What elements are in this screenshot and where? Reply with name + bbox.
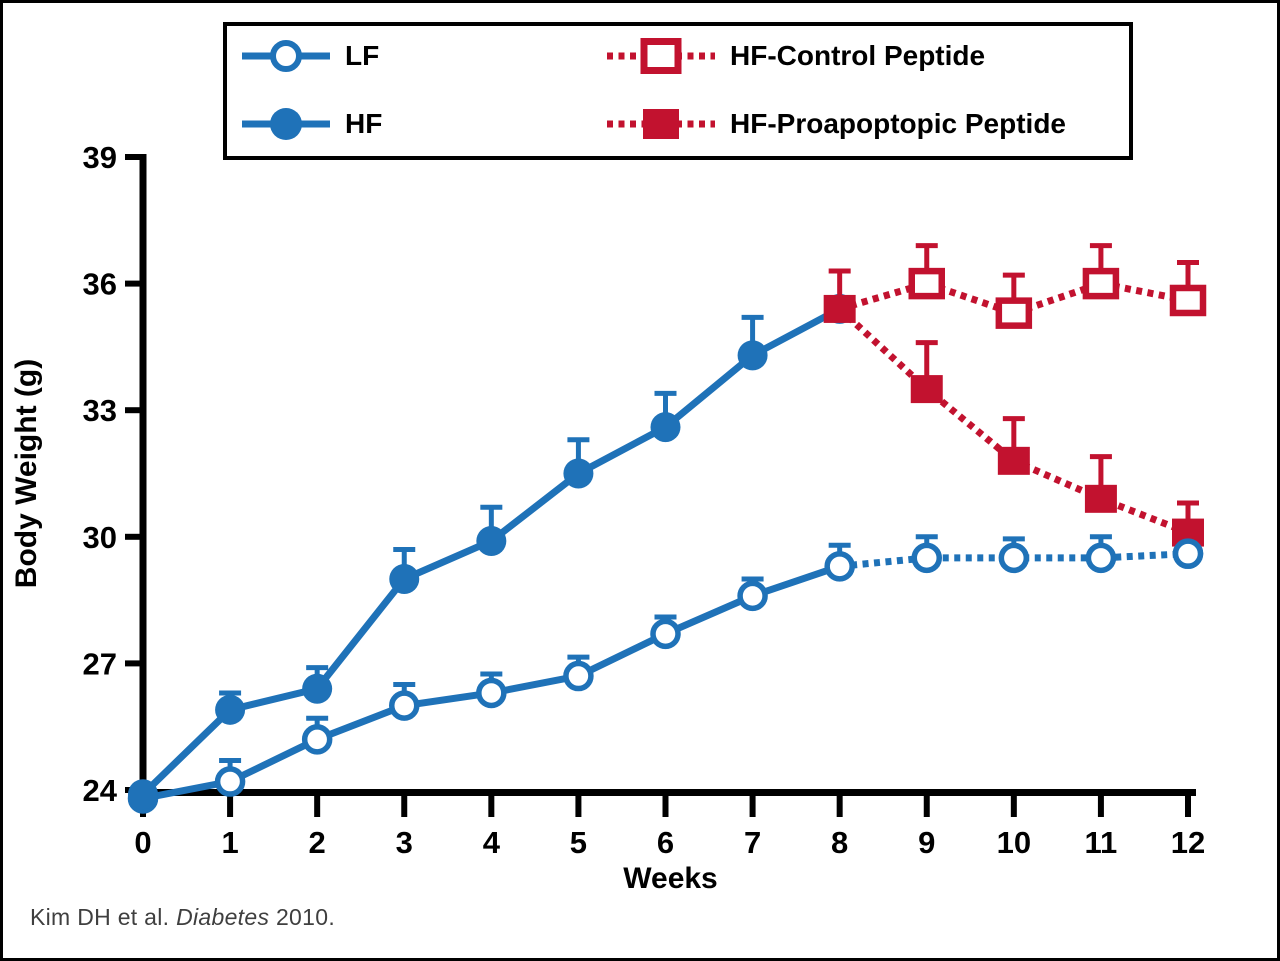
legend-item-hf-proapoptopic-peptide: HF-Proapoptopic Peptide <box>605 102 1066 146</box>
marker-circle-open <box>563 660 594 692</box>
legend-marker-circle-open <box>270 40 302 72</box>
x-tick-label: 8 <box>831 825 848 860</box>
x-tick-label: 7 <box>744 825 761 860</box>
series-hf-proapoptopic-peptide <box>823 268 1204 547</box>
marker-circle-filled <box>128 779 158 810</box>
x-tick-label: 3 <box>396 825 413 860</box>
marker-circle-open <box>650 618 681 650</box>
x-tick-label: 10 <box>997 825 1031 860</box>
citation-journal: Diabetes <box>176 904 270 930</box>
marker-square-open <box>908 267 945 300</box>
x-tick-label: 6 <box>657 825 674 860</box>
x-tick-label: 9 <box>918 825 935 860</box>
citation: Kim DH et al. Diabetes 2010. <box>30 904 335 931</box>
marker-circle-open <box>737 580 768 612</box>
y-tick-label: 27 <box>83 646 117 681</box>
y-tick-label: 36 <box>83 267 117 302</box>
hf-line-marker-icon <box>242 108 330 140</box>
series-hf-control-peptide <box>838 243 1207 329</box>
legend-item-hf-control-peptide: HF-Control Peptide <box>605 34 985 78</box>
marker-square-filled <box>997 446 1030 475</box>
x-tick-label: 2 <box>309 825 326 860</box>
marker-circle-open <box>476 677 507 709</box>
marker-circle-filled <box>737 340 768 371</box>
x-tick-label: 11 <box>1085 825 1118 860</box>
marker-circle-filled <box>302 673 333 704</box>
marker-square-filled <box>1084 484 1117 513</box>
legend-marker-circle-filled <box>270 108 302 140</box>
y-tick-label: 39 <box>83 140 117 175</box>
marker-circle-open <box>1085 542 1117 574</box>
series-hf <box>128 293 855 810</box>
series-lf <box>127 530 1204 814</box>
hf-proapoptopic-line-marker-icon <box>607 109 715 139</box>
marker-circle-open <box>911 542 942 574</box>
legend-label-hf: HF <box>345 108 383 139</box>
legend-item-hf: HF <box>240 102 382 146</box>
x-tick-label: 12 <box>1171 825 1205 860</box>
y-tick-label: 33 <box>83 393 117 428</box>
legend-box: LF HF HF-Control Peptide HF-Proapoptopic… <box>223 22 1133 160</box>
marker-circle-filled <box>476 526 507 557</box>
legend-marker-square-open <box>640 38 682 74</box>
legend-item-lf: LF <box>240 34 379 78</box>
marker-square-filled <box>823 294 856 323</box>
marker-circle-filled <box>650 412 681 443</box>
marker-circle-open <box>389 690 420 721</box>
marker-circle-open <box>824 551 855 582</box>
x-tick-label: 0 <box>134 825 151 860</box>
marker-square-open <box>1082 267 1120 300</box>
x-axis-title: Weeks <box>623 862 718 895</box>
citation-year: 2010. <box>269 904 336 930</box>
marker-circle-open <box>301 724 333 755</box>
marker-circle-filled <box>389 564 420 594</box>
lf-line-marker-icon <box>242 40 330 72</box>
marker-circle-open <box>1172 538 1204 569</box>
citation-authors: Kim DH et al. <box>30 904 177 930</box>
marker-square-filled <box>910 375 943 404</box>
marker-circle-filled <box>215 694 246 725</box>
marker-square-open <box>1169 284 1207 317</box>
marker-square-open <box>995 297 1033 329</box>
legend-label-hf-control-peptide: HF-Control Peptide <box>730 40 986 71</box>
x-tick-label: 4 <box>483 825 501 860</box>
marker-circle-open <box>214 766 246 797</box>
y-axis-title: Body Weight (g) <box>10 359 43 588</box>
legend-label-hf-proapoptopic-peptide: HF-Proapoptopic Peptide <box>730 108 1066 139</box>
y-tick-label: 24 <box>83 773 118 808</box>
legend-marker-square-filled <box>643 109 679 139</box>
hf-control-line-marker-icon <box>607 38 715 74</box>
marker-circle-filled <box>563 458 594 489</box>
x-tick-label: 5 <box>570 825 587 860</box>
legend-label-lf: LF <box>345 40 380 71</box>
marker-circle-open <box>998 542 1030 574</box>
x-tick-label: 1 <box>221 825 238 860</box>
y-tick-label: 30 <box>83 520 117 555</box>
series-line <box>838 279 1189 317</box>
